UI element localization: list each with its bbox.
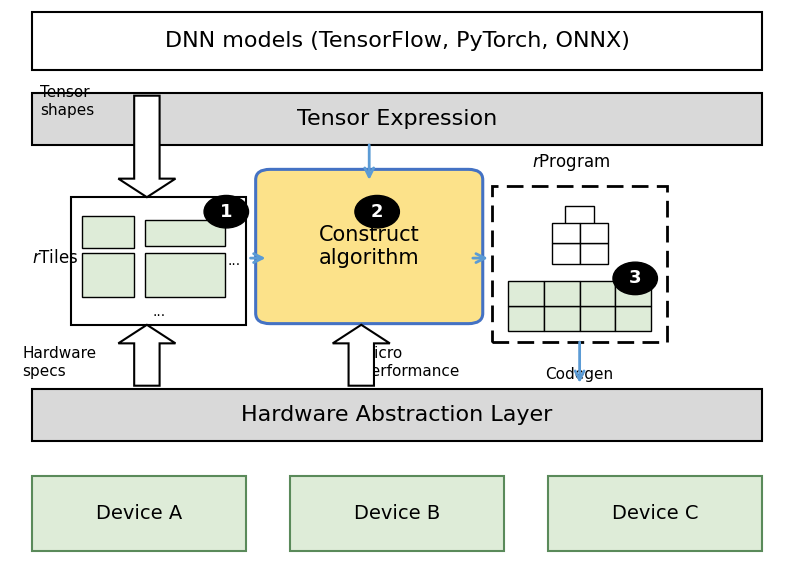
- Text: Device A: Device A: [96, 504, 182, 523]
- FancyBboxPatch shape: [32, 476, 246, 551]
- Bar: [544, 306, 580, 331]
- Text: Device C: Device C: [612, 504, 698, 523]
- Bar: [508, 281, 544, 306]
- Text: Hardware Abstraction Layer: Hardware Abstraction Layer: [241, 405, 553, 425]
- Polygon shape: [118, 96, 175, 197]
- Text: Tensor Expression: Tensor Expression: [297, 109, 497, 129]
- Text: $r$Program: $r$Program: [532, 152, 610, 173]
- Text: Construct
algorithm: Construct algorithm: [319, 225, 419, 268]
- Text: 2: 2: [371, 202, 384, 221]
- Text: Codegen: Codegen: [545, 367, 614, 382]
- Text: ...: ...: [152, 305, 165, 319]
- Text: Tensor
shapes: Tensor shapes: [40, 85, 94, 118]
- Bar: [508, 306, 544, 331]
- Bar: [580, 306, 615, 331]
- Bar: [552, 244, 580, 264]
- Bar: [82, 216, 134, 248]
- Text: 3: 3: [629, 269, 642, 288]
- Text: $r$Tiles: $r$Tiles: [32, 249, 78, 267]
- Text: Micro
performance: Micro performance: [361, 346, 460, 379]
- Text: Device B: Device B: [354, 504, 440, 523]
- Circle shape: [204, 195, 249, 228]
- FancyBboxPatch shape: [32, 12, 762, 70]
- Text: ...: ...: [227, 254, 241, 268]
- Polygon shape: [118, 325, 175, 386]
- Text: 1: 1: [220, 202, 233, 221]
- FancyBboxPatch shape: [290, 476, 504, 551]
- Bar: [82, 253, 134, 297]
- FancyBboxPatch shape: [71, 197, 246, 325]
- FancyBboxPatch shape: [548, 476, 762, 551]
- Bar: [580, 223, 607, 244]
- Bar: [552, 223, 580, 244]
- FancyBboxPatch shape: [32, 93, 762, 145]
- Bar: [580, 281, 615, 306]
- Bar: [565, 206, 595, 228]
- Bar: [580, 244, 607, 264]
- Bar: [615, 281, 651, 306]
- Bar: [544, 281, 580, 306]
- Bar: [145, 220, 225, 246]
- Bar: [145, 253, 225, 297]
- Text: DNN models (TensorFlow, PyTorch, ONNX): DNN models (TensorFlow, PyTorch, ONNX): [164, 31, 630, 50]
- Polygon shape: [333, 325, 390, 386]
- Circle shape: [613, 262, 657, 295]
- FancyBboxPatch shape: [32, 389, 762, 441]
- FancyBboxPatch shape: [492, 186, 667, 342]
- FancyBboxPatch shape: [256, 169, 483, 324]
- Circle shape: [355, 195, 399, 228]
- Text: Hardware
specs: Hardware specs: [22, 346, 96, 379]
- Bar: [615, 306, 651, 331]
